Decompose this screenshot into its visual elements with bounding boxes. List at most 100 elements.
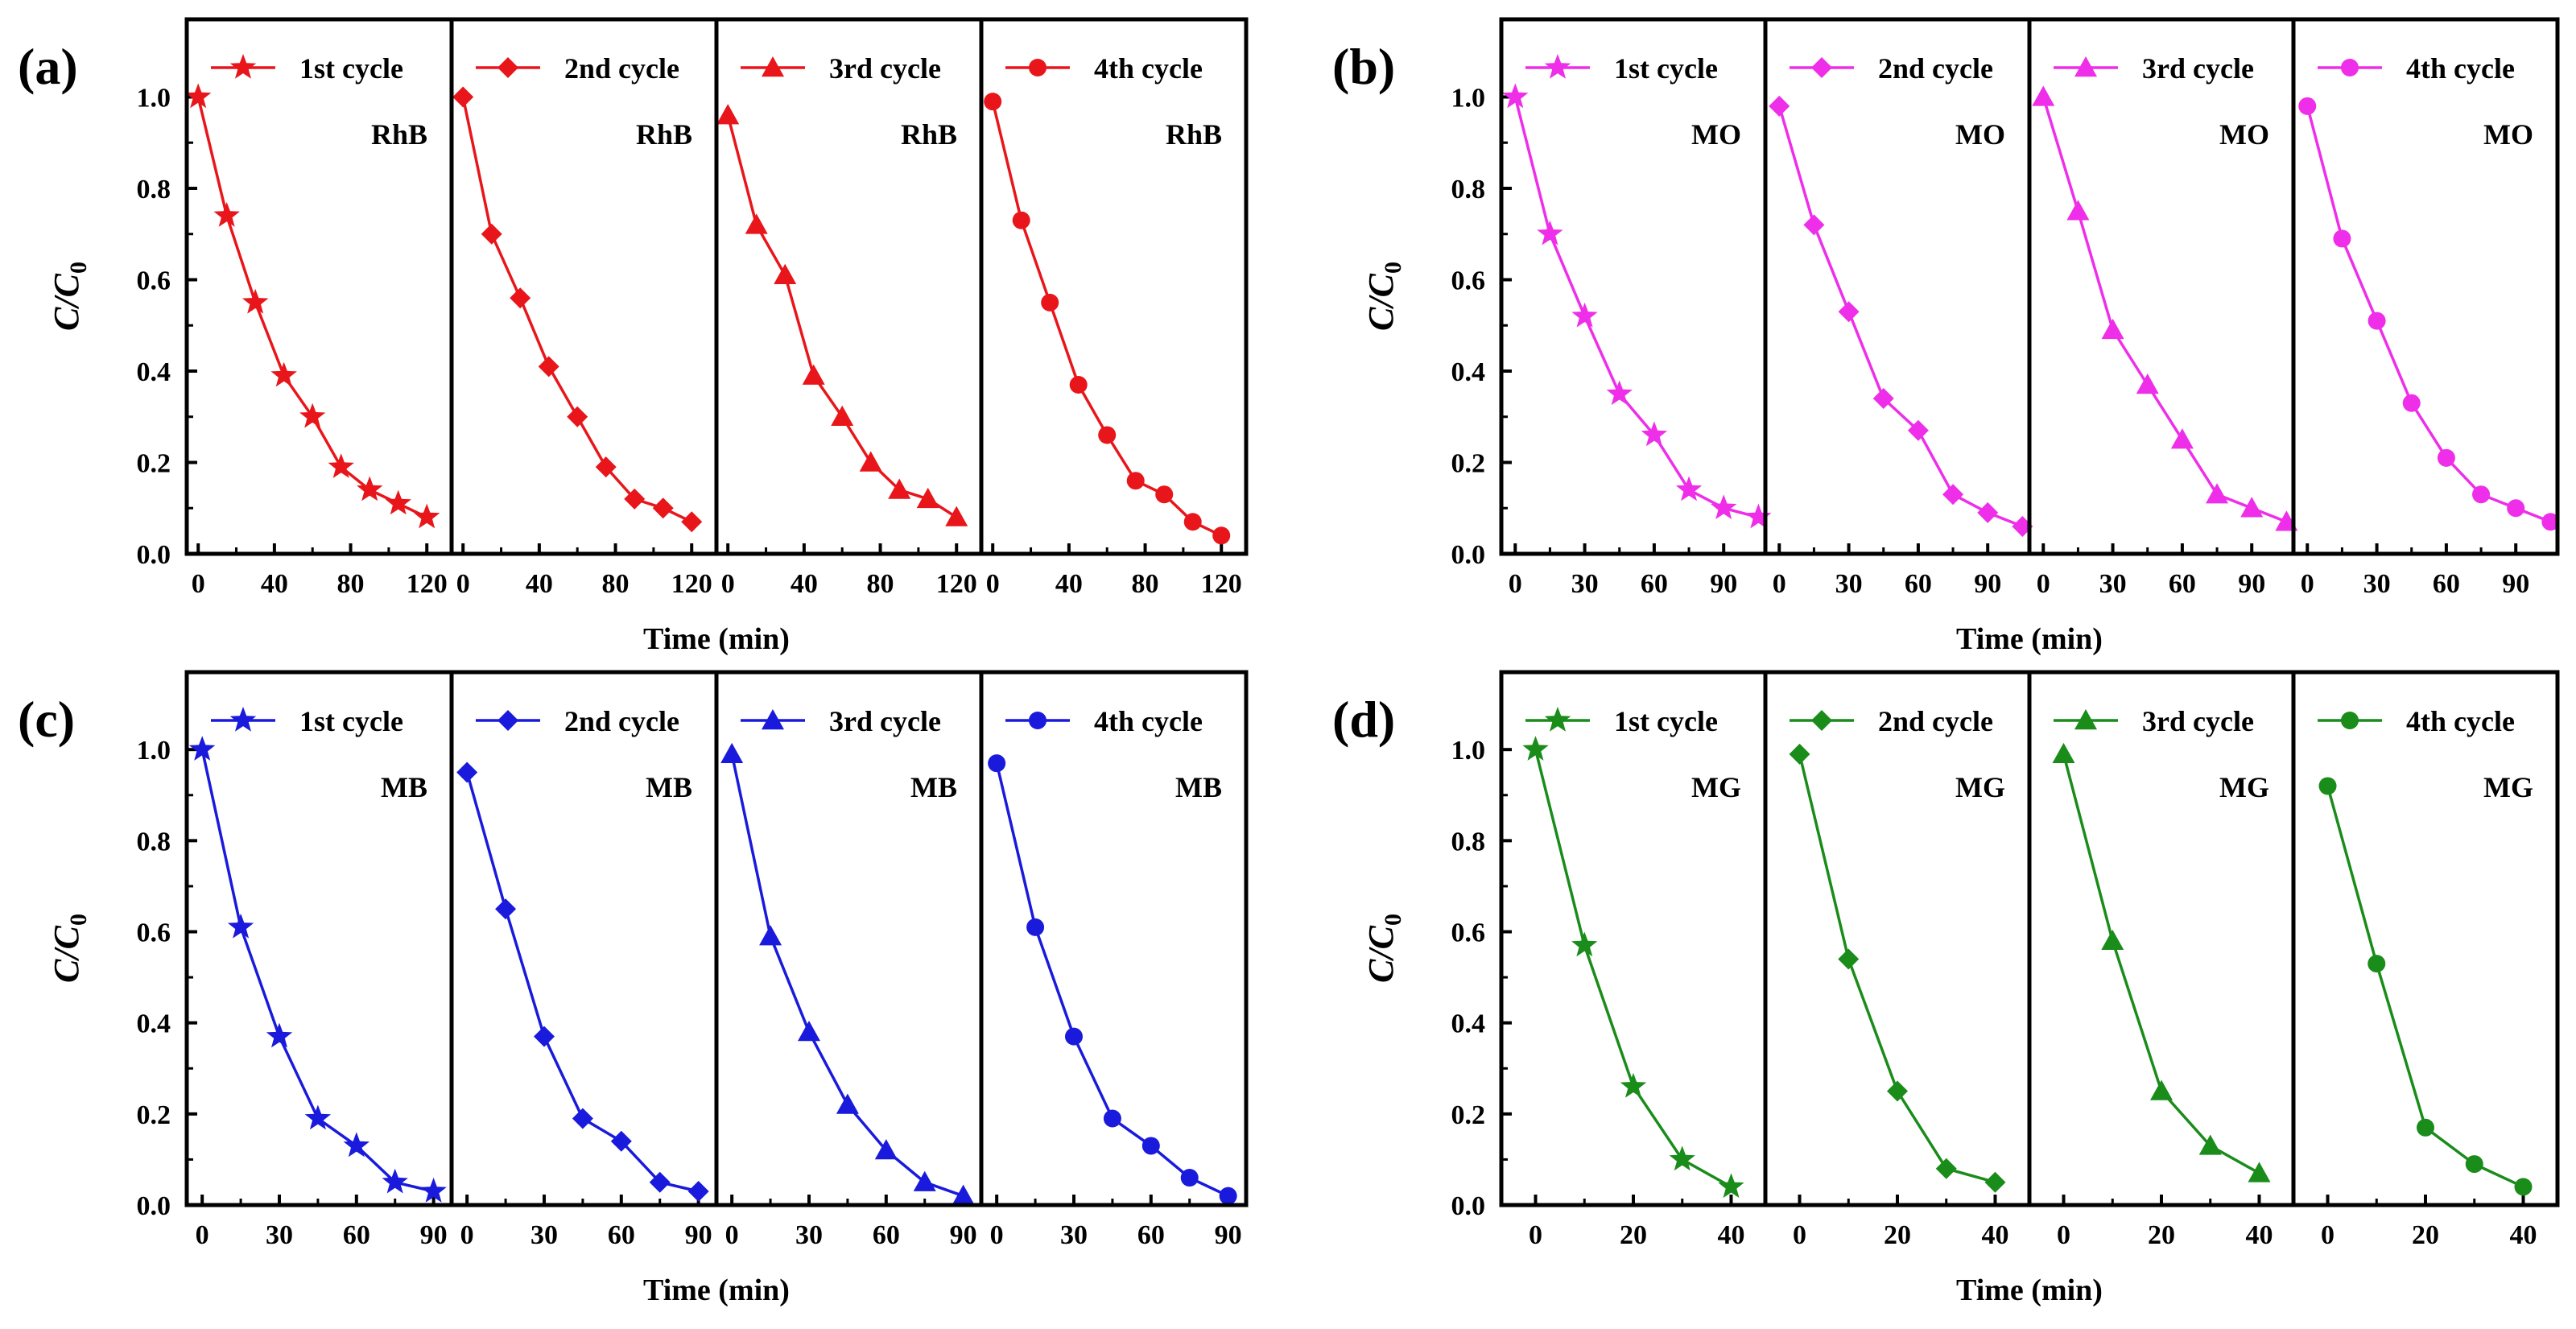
x-tick-label: 60 (608, 1220, 635, 1250)
x-tick-label: 60 (2169, 569, 2196, 599)
y-axis-label: C/C0 (1361, 262, 1406, 331)
data-point (1669, 1145, 1695, 1171)
subplot-1: 0 30 60 90 1st cycle MO (1502, 52, 1772, 599)
data-point (2066, 200, 2090, 221)
legend-label: 4th cycle (1094, 52, 1203, 85)
x-tick-label: 80 (867, 569, 894, 599)
data-point (916, 487, 939, 509)
data-point (1769, 95, 1790, 117)
legend-label: 1st cycle (1614, 52, 1718, 85)
data-point (2240, 497, 2264, 518)
data-point (2101, 929, 2124, 951)
legend-marker (2074, 709, 2097, 730)
legend-marker (1544, 707, 1571, 732)
legend-marker (762, 709, 784, 730)
series-line (1777, 105, 2024, 528)
x-tick-label: 90 (2502, 569, 2529, 599)
data-point (456, 761, 478, 783)
x-tick-label: 90 (685, 1220, 712, 1250)
subplot-3: 0 20 40 3rd cycle MG (2027, 672, 2273, 1250)
subplot-3: 0 30 60 90 3rd cycle MB (714, 672, 977, 1250)
data-point (720, 742, 744, 764)
dye-label: MG (1955, 771, 2005, 803)
data-point (687, 1181, 709, 1203)
data-point (242, 288, 269, 314)
data-point (2318, 777, 2337, 795)
plot-frame (1499, 17, 2560, 556)
x-tick-label: 30 (1060, 1220, 1088, 1250)
subplot-4: 0 30 60 90 4th cycle MO (2291, 19, 2560, 599)
data-point (185, 83, 212, 109)
data-point (1098, 426, 1117, 444)
data-point (1872, 388, 1894, 410)
dye-label: MG (2483, 771, 2533, 803)
x-tick-label: 90 (1710, 569, 1737, 599)
data-point (567, 406, 588, 427)
x-tick-label: 60 (1905, 569, 1932, 599)
data-point (797, 1020, 820, 1042)
legend-label: 1st cycle (1614, 705, 1718, 737)
data-point (452, 86, 474, 108)
dye-label: MG (2219, 771, 2269, 803)
data-point (1180, 1169, 1199, 1187)
legend-label: 2nd cycle (1878, 52, 1993, 85)
dye-label: MG (1691, 771, 1741, 803)
legend-label: 3rd cycle (829, 52, 941, 85)
subplot-1: 0 40 80 120 1st cycle RhB (185, 52, 448, 599)
y-tick-label: 0.4 (137, 357, 171, 387)
panel-b: (b) 0.0 0.2 0.4 0.6 0.8 1.0 C/C0 Time (min) 0 30 60… (1332, 17, 2560, 656)
series-line (2306, 105, 2552, 523)
x-tick-label: 60 (1137, 1220, 1165, 1250)
subplot-2: 0 30 60 90 2nd cycle MO (1763, 19, 2033, 599)
data-point (1571, 302, 1598, 328)
data-point (1745, 503, 1772, 529)
data-point (2206, 483, 2229, 504)
data-point (2298, 97, 2317, 115)
dye-label: MO (2219, 118, 2269, 151)
legend-label: 2nd cycle (1878, 705, 1993, 737)
data-point (802, 364, 825, 385)
data-point (2170, 428, 2194, 449)
x-tick-label: 0 (1529, 1220, 1542, 1250)
x-tick-label: 90 (1974, 569, 2001, 599)
x-tick-label: 120 (1201, 569, 1242, 599)
x-tick-label: 0 (2057, 1220, 2070, 1250)
plot-frame (184, 17, 1249, 556)
x-tick-label: 80 (602, 569, 630, 599)
legend-marker (762, 56, 784, 77)
x-tick-label: 30 (795, 1220, 823, 1250)
y-tick-label: 0.8 (1451, 175, 1486, 204)
legend-label: 3rd cycle (829, 705, 941, 737)
y-tick-label: 0.6 (137, 918, 171, 948)
x-tick-label: 30 (1571, 569, 1599, 599)
subplot-1: 0 30 60 90 1st cycle MB (189, 705, 448, 1250)
x-tick-label: 0 (456, 569, 470, 599)
x-tick-label: 90 (1215, 1220, 1242, 1250)
y-tick-label: 0.4 (1451, 1009, 1486, 1039)
data-point (385, 489, 411, 515)
y-tick-label: 0.8 (1451, 827, 1486, 856)
legend-marker (229, 707, 257, 732)
x-tick-label: 0 (1773, 569, 1786, 599)
data-point (1126, 472, 1145, 490)
x-tick-label: 20 (2148, 1220, 2175, 1250)
legend-label: 4th cycle (2406, 705, 2515, 737)
subplot-2: 0 40 80 120 2nd cycle RhB (449, 19, 712, 599)
data-point (745, 213, 768, 234)
y-tick-label: 0.2 (1451, 1100, 1486, 1130)
data-point (2514, 1178, 2533, 1196)
legend-marker (497, 57, 518, 78)
x-tick-label: 60 (343, 1220, 370, 1250)
data-point (2402, 394, 2421, 412)
subplot-3: 0 30 60 90 3rd cycle MO (2027, 19, 2298, 599)
data-point (2150, 1079, 2173, 1100)
data-point (1537, 220, 1563, 246)
data-point (836, 1093, 859, 1114)
x-tick-label: 30 (266, 1220, 293, 1250)
subplot-2: 0 20 40 2nd cycle MG (1763, 672, 2008, 1250)
data-point (1789, 743, 1810, 765)
data-point (984, 93, 1002, 111)
data-point (624, 488, 646, 510)
series-line (730, 753, 964, 1198)
data-point (533, 1026, 555, 1047)
